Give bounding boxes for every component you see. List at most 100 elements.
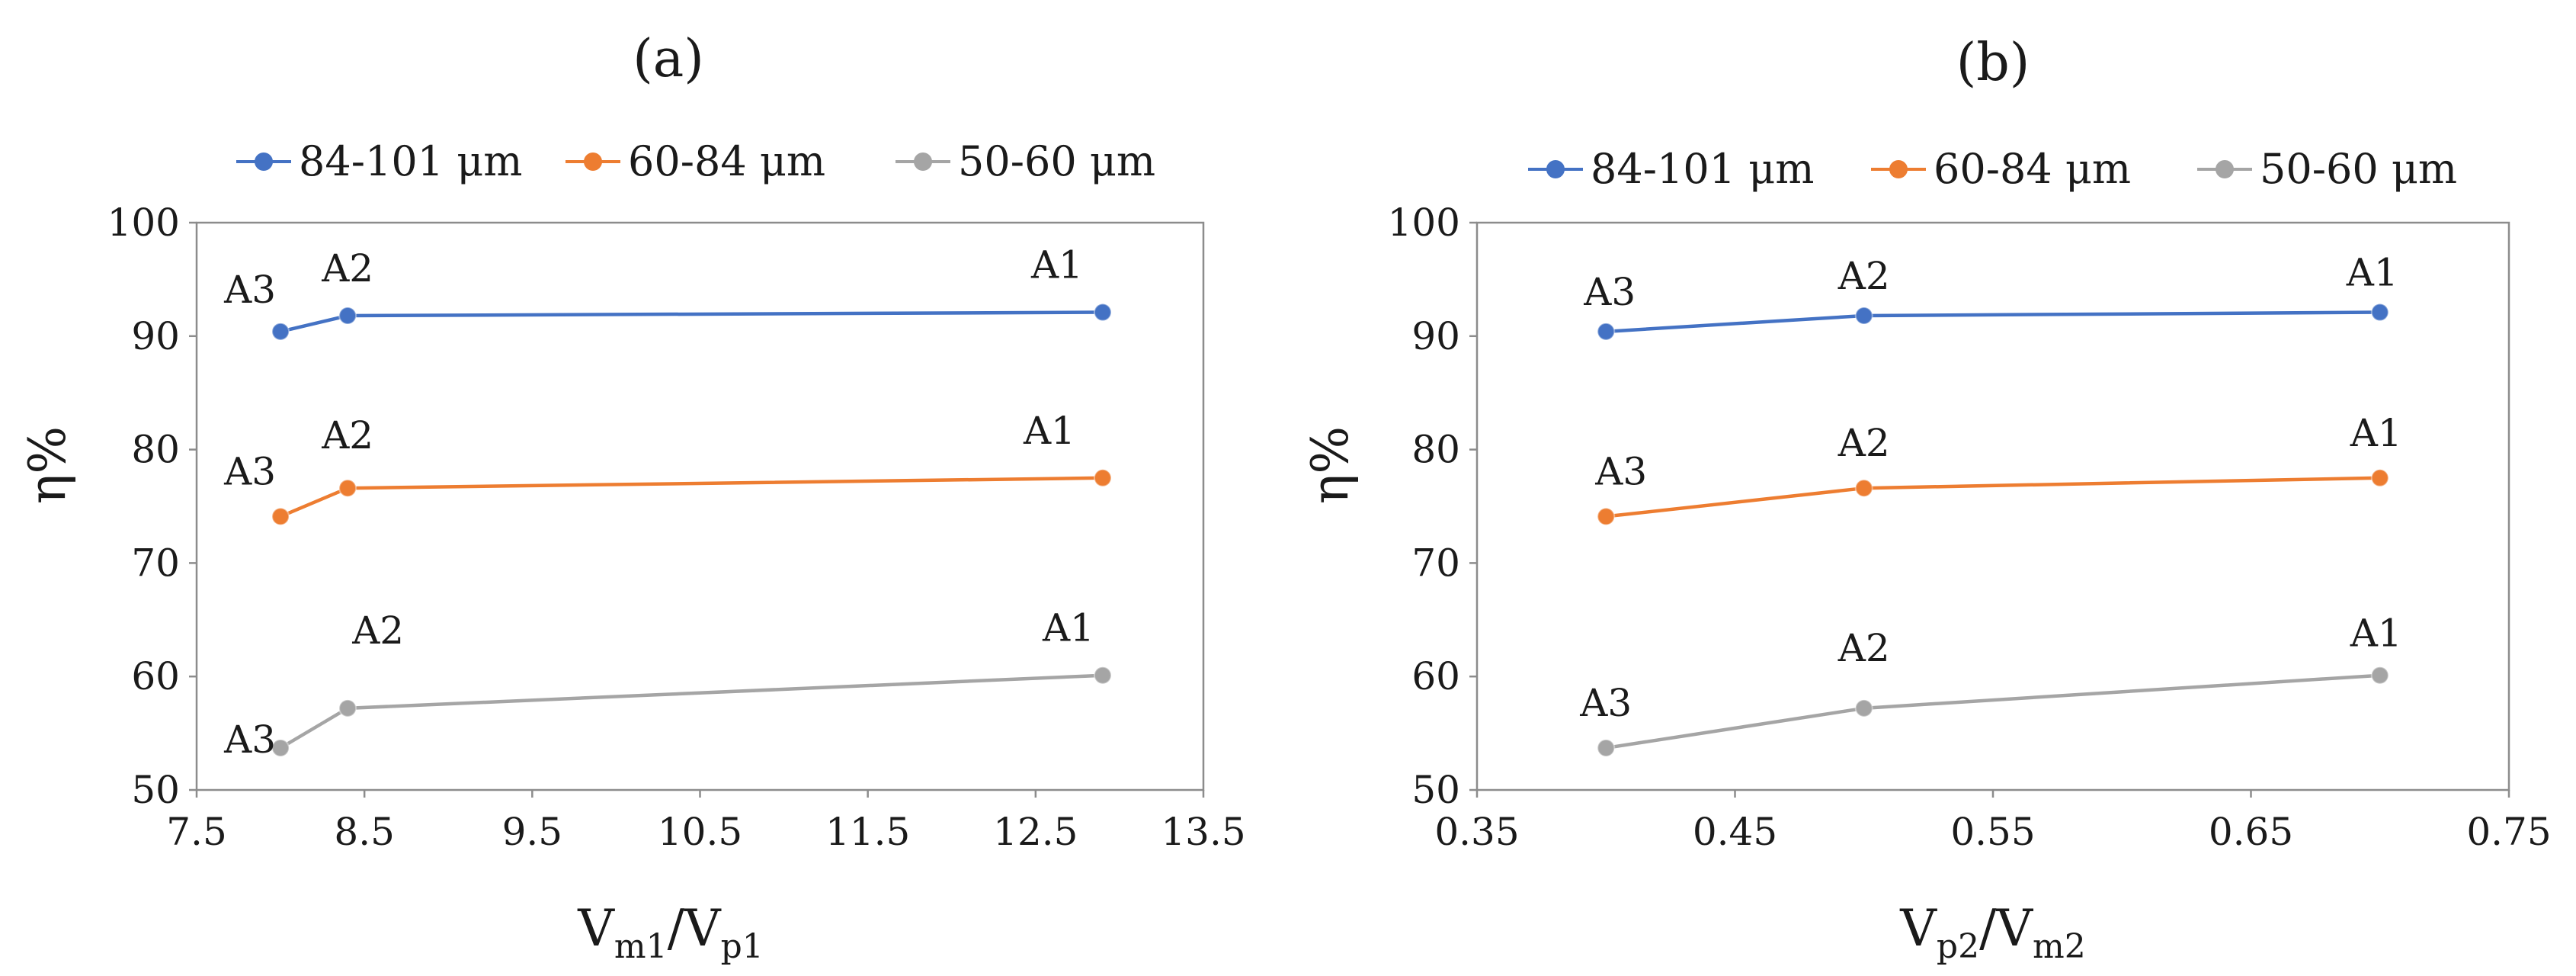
data-label: A3 (1583, 270, 1636, 314)
legend-item: 60-84 μm (566, 137, 825, 185)
x-tick-label: 12.5 (993, 810, 1078, 854)
data-point (1854, 307, 1873, 326)
series-line (279, 673, 1103, 750)
chart-title: (a) (633, 29, 704, 89)
data-point (1093, 468, 1112, 487)
data-point (271, 507, 290, 526)
x-axis-label-part: m2 (2033, 927, 2086, 966)
legend-item: 84-101 μm (236, 137, 523, 185)
y-tick-label: 90 (1411, 314, 1460, 358)
x-tick-label: 10.5 (658, 810, 742, 854)
data-label: A2 (1837, 254, 1890, 298)
x-tick-label: 13.5 (1161, 810, 1245, 854)
x-axis-label-part: m1 (614, 927, 668, 966)
series-orange: A3 A2 A1 (223, 409, 1112, 526)
y-tick-label: 70 (1411, 541, 1460, 585)
data-point (2370, 666, 2389, 685)
data-point (1597, 322, 1616, 341)
data-label: A1 (1023, 409, 1075, 453)
series-line (280, 476, 1103, 518)
x-tick-label: 7.5 (166, 810, 227, 854)
x-tick-label: 9.5 (502, 810, 563, 854)
y-tick-label: 50 (1411, 768, 1460, 812)
x-axis-label: Vp2/Vm2 (1899, 899, 2085, 966)
x-tick-label: 0.65 (2209, 810, 2293, 854)
legend-label: 60-84 μm (1934, 145, 2131, 193)
x-axis-label-part: p2 (1937, 927, 1979, 966)
data-label: A2 (321, 246, 373, 291)
x-axis-label-part: / (1979, 899, 1997, 958)
legend-item: 50-60 μm (896, 137, 1155, 185)
series-gray: A3 A2 A1 (1579, 612, 2402, 757)
legend-marker (2216, 160, 2234, 178)
legend-marker (255, 152, 273, 171)
y-tick-label: 90 (131, 314, 180, 358)
legend-label: 50-60 μm (2260, 145, 2457, 193)
series-orange: A3 A2 A1 (1594, 411, 2402, 526)
data-point (338, 698, 357, 718)
legend-label: 84-101 μm (1591, 145, 1815, 193)
legend-item: 60-84 μm (1871, 145, 2131, 193)
series-line (1606, 310, 2380, 334)
chart-title: (b) (1956, 33, 2030, 93)
chart-panel-a: (a) 50 60 70 80 90 100 7.5 8.5 9.5 10.5 11.5 12.5 13.… (18, 29, 1246, 966)
data-point (338, 479, 357, 498)
series-line (1605, 673, 2380, 750)
data-point (271, 322, 290, 341)
x-tick-label: 0.45 (1693, 810, 1777, 854)
series-blue: A3 A2 A1 (223, 243, 1112, 341)
series-line (280, 310, 1103, 334)
x-axis-label-part: V (577, 899, 615, 958)
series-line (1606, 476, 2380, 518)
y-axis-label: η% (1301, 426, 1360, 504)
data-label: A1 (1030, 243, 1083, 287)
data-point (1597, 738, 1616, 757)
legend-item: 84-101 μm (1528, 145, 1815, 193)
x-axis-label: Vm1/Vp1 (577, 899, 763, 966)
x-axis-label-part: V (684, 899, 722, 958)
data-point (1854, 479, 1873, 498)
x-tick-label: 8.5 (334, 810, 395, 854)
data-point (1597, 507, 1616, 526)
legend-marker (914, 152, 932, 171)
y-tick-label: 80 (1411, 428, 1460, 472)
legend-label: 84-101 μm (299, 137, 523, 185)
legend-label: 50-60 μm (958, 137, 1155, 185)
series-gray: A3 A2 A1 (223, 606, 1112, 762)
x-axis-label-part: p1 (721, 927, 764, 966)
data-label: A1 (2346, 251, 2398, 295)
y-tick-label: 50 (131, 768, 180, 812)
y-tick-label: 80 (131, 428, 180, 472)
y-tick-label: 60 (131, 654, 180, 698)
data-label: A3 (223, 449, 276, 493)
data-label: A2 (1837, 626, 1890, 670)
legend-marker (1889, 160, 1908, 178)
data-label: A3 (1594, 449, 1647, 493)
x-tick-label: 0.75 (2466, 810, 2551, 854)
y-axis-label: η% (18, 426, 77, 504)
x-tick-label: 11.5 (825, 810, 910, 854)
legend-marker (584, 152, 602, 171)
x-axis-label-part: V (1995, 899, 2033, 958)
data-point (1093, 303, 1112, 322)
data-label: A2 (1837, 421, 1890, 465)
x-tick-label: 0.35 (1434, 810, 1519, 854)
x-axis-label-part: V (1899, 899, 1937, 958)
y-tick-label: 60 (1411, 654, 1460, 698)
data-label: A1 (2350, 612, 2402, 656)
legend-marker (1546, 160, 1565, 178)
data-label: A3 (1579, 681, 1632, 725)
y-tick-label: 100 (1388, 201, 1460, 245)
data-point (271, 738, 290, 757)
x-tick-label: 0.55 (1950, 810, 2035, 854)
series-blue: A3 A2 A1 (1583, 251, 2398, 341)
x-axis-label-part: / (668, 899, 685, 958)
legend-label: 60-84 μm (628, 137, 825, 185)
data-label: A1 (2350, 411, 2402, 455)
data-point (338, 307, 357, 326)
data-point (2370, 468, 2389, 487)
data-label: A1 (1042, 606, 1094, 650)
data-label: A2 (351, 608, 404, 653)
legend-item: 50-60 μm (2197, 145, 2457, 193)
